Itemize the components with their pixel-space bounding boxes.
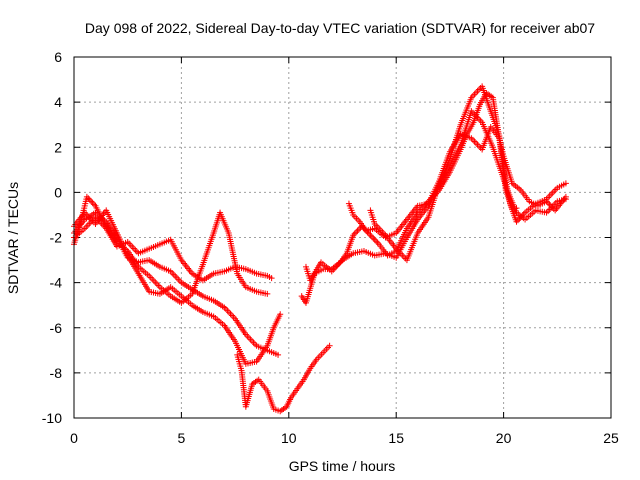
data-point [89,199,96,206]
data-point [277,311,284,318]
data-point [268,275,275,282]
y-tick-label: -2 [50,230,63,246]
data-point [562,180,569,187]
y-tick-label: 4 [54,94,62,110]
x-tick-label: 0 [70,430,78,446]
data-point [544,199,551,206]
y-tick-label: 0 [54,184,62,200]
y-axis-label: SDTVAR / TECUs [5,182,21,294]
series-track-7 [345,123,569,241]
series-track-5 [234,342,333,415]
data-point [374,239,381,246]
y-tick-label: -8 [50,365,63,381]
y-tick-label: 6 [54,49,62,65]
x-tick-label: 15 [388,430,404,446]
x-tick-label: 10 [281,430,297,446]
data-point [86,196,93,203]
data-point [513,205,520,212]
data-point [353,229,360,236]
series-track-9 [298,90,520,306]
data-point [373,238,380,245]
chart-title: Day 098 of 2022, Sidereal Day-to-day VTE… [85,20,595,36]
series-track-4 [71,209,282,358]
data-point [562,196,569,203]
data-points [71,83,569,415]
plot-frame [73,56,612,419]
y-tick-label: 2 [54,139,62,155]
axis-ticks: 0 5 10 15 20 25 -10 -8 -6 -4 -2 0 2 4 6 [42,49,619,446]
x-axis-label: GPS time / hours [289,458,396,474]
data-point [371,236,378,243]
data-point [354,227,361,234]
data-point [370,235,377,242]
x-tick-label: 20 [496,430,512,446]
x-tick-label: 25 [603,430,619,446]
y-tick-label: -10 [42,410,62,426]
y-tick-label: -6 [50,320,63,336]
y-tick-label: -4 [50,275,63,291]
data-point [365,230,372,237]
data-point [264,290,271,297]
grid [74,57,611,418]
data-point [326,342,333,349]
data-point [368,233,375,240]
data-point [275,351,282,358]
x-tick-label: 5 [178,430,186,446]
